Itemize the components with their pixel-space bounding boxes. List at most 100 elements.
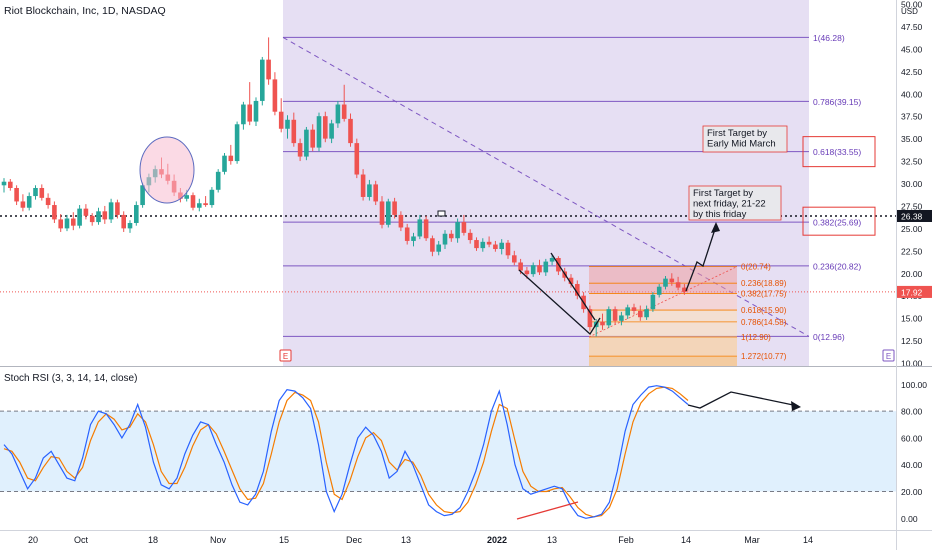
stoch-projection-arrow[interactable] — [687, 391, 799, 409]
candle-body — [127, 222, 133, 229]
candle-body — [392, 201, 397, 215]
fib-small-label: 0.618(15.90) — [741, 306, 787, 315]
candle-body — [663, 278, 668, 287]
candle-body — [587, 309, 593, 328]
candle-body — [89, 215, 95, 223]
candle-body — [386, 201, 391, 225]
candle-body — [278, 111, 284, 129]
price-tick-label: 50.00 — [901, 0, 923, 10]
candle-body — [329, 123, 334, 139]
candle-body — [423, 219, 429, 239]
stoch-rsi-title: Stoch RSI (3, 3, 14, 14, close) — [4, 373, 137, 384]
candle-body — [367, 184, 372, 197]
candle-body — [140, 185, 145, 206]
candle-body — [247, 104, 252, 122]
annotation-text: First Target by next friday, 21-22 by this… — [693, 188, 766, 220]
time-tick-label: 14 — [803, 535, 813, 545]
candle-body — [71, 218, 76, 226]
candle-body — [379, 201, 385, 225]
candle-body — [134, 205, 139, 223]
candle-body — [682, 287, 687, 292]
candle-body — [190, 195, 196, 208]
divergence-line[interactable] — [516, 501, 579, 520]
price-tick-label: 20.00 — [901, 269, 923, 279]
time-tick-label: 2022 — [487, 535, 507, 545]
candle-body — [461, 222, 467, 233]
highlight-circle[interactable] — [139, 136, 195, 204]
fib-level-label: 1(46.28) — [813, 33, 845, 43]
candle-body — [39, 187, 45, 198]
fib-band — [589, 310, 737, 322]
small-marker-box — [437, 210, 446, 217]
candlestick-series — [1, 37, 687, 337]
candle-body — [121, 214, 126, 229]
annotation-box[interactable] — [702, 125, 788, 153]
current-price-badge — [897, 285, 932, 298]
candle-body — [398, 214, 404, 228]
candle-body — [102, 211, 108, 220]
time-tick-label: Dec — [346, 535, 363, 545]
stoch-rsi-k-line — [3, 385, 689, 519]
candle-body — [480, 241, 486, 249]
price-tick-label: 30.00 — [901, 179, 923, 189]
stoch-rsi-tick-label: 0.00 — [901, 514, 918, 524]
candle-body — [285, 119, 290, 129]
candle-body — [115, 202, 120, 215]
candle-body — [625, 307, 630, 316]
candle-body — [644, 309, 649, 318]
candle-body — [310, 129, 315, 148]
candle-body — [203, 203, 208, 206]
candle-body — [64, 218, 70, 229]
candle-body — [360, 174, 366, 197]
candle-body — [537, 265, 542, 273]
price-tick-label: 42.50 — [901, 67, 923, 77]
price-unit-label: USD — [901, 7, 918, 16]
candle-body — [83, 208, 89, 216]
candle-body — [449, 233, 454, 239]
time-axis[interactable]: 20 Oct 18 Nov 15 Dec 13 2022 13 Feb 14 Mar 14 — [28, 535, 813, 545]
drawn-trend-line[interactable] — [550, 252, 596, 321]
candle-body — [341, 104, 347, 119]
time-tick-label: Oct — [74, 535, 89, 545]
candle-body — [253, 100, 259, 122]
fib-small-label: 0.382(17.75) — [741, 289, 787, 298]
stoch-rsi-tick-label: 60.00 — [901, 433, 923, 443]
time-tick-label: Feb — [618, 535, 634, 545]
candle-body — [373, 184, 378, 202]
fib-level-label: 0.786(39.15) — [813, 97, 861, 107]
annotation-box[interactable] — [688, 185, 782, 221]
price-tick-label: 10.00 — [901, 359, 923, 369]
price-tick-label: 25.00 — [901, 224, 923, 234]
price-tick-label: 27.50 — [901, 201, 923, 211]
time-tick-label: 13 — [401, 535, 411, 545]
candle-body — [215, 171, 221, 190]
earnings-marker-label: E — [886, 352, 891, 361]
candle-body — [543, 261, 549, 273]
time-tick-label: Nov — [210, 535, 227, 545]
time-tick-label: Mar — [744, 535, 760, 545]
candle-body — [436, 244, 441, 252]
candle-body — [518, 262, 523, 271]
earnings-marker[interactable] — [279, 349, 292, 362]
fib-band — [589, 266, 737, 284]
price-tick-label: 45.00 — [901, 44, 923, 54]
time-tick-label: 14 — [681, 535, 691, 545]
candle-body — [656, 286, 662, 295]
stoch-rsi-axis: 100.00 80.00 60.00 40.00 20.00 0.00 — [901, 380, 927, 524]
projection-arrow[interactable] — [685, 225, 717, 292]
price-tick-label: 40.00 — [901, 89, 923, 99]
candle-body — [455, 222, 460, 239]
fib-small-label: 0.236(18.89) — [741, 279, 787, 288]
candle-body — [549, 257, 555, 262]
stoch-rsi-lines — [3, 385, 689, 519]
fib-band — [589, 336, 737, 357]
price-tick-label: 22.50 — [901, 246, 923, 256]
earnings-marker[interactable] — [882, 349, 895, 362]
candle-body — [304, 129, 309, 157]
stoch-rsi-pane-background — [0, 410, 896, 493]
drawn-trend-line[interactable] — [518, 269, 601, 336]
fib-level-label: 0.382(25.69) — [813, 218, 861, 228]
candle-body — [234, 124, 240, 162]
annotation-text: First Target by Early Mid March — [707, 128, 776, 150]
candle-body — [530, 265, 536, 275]
